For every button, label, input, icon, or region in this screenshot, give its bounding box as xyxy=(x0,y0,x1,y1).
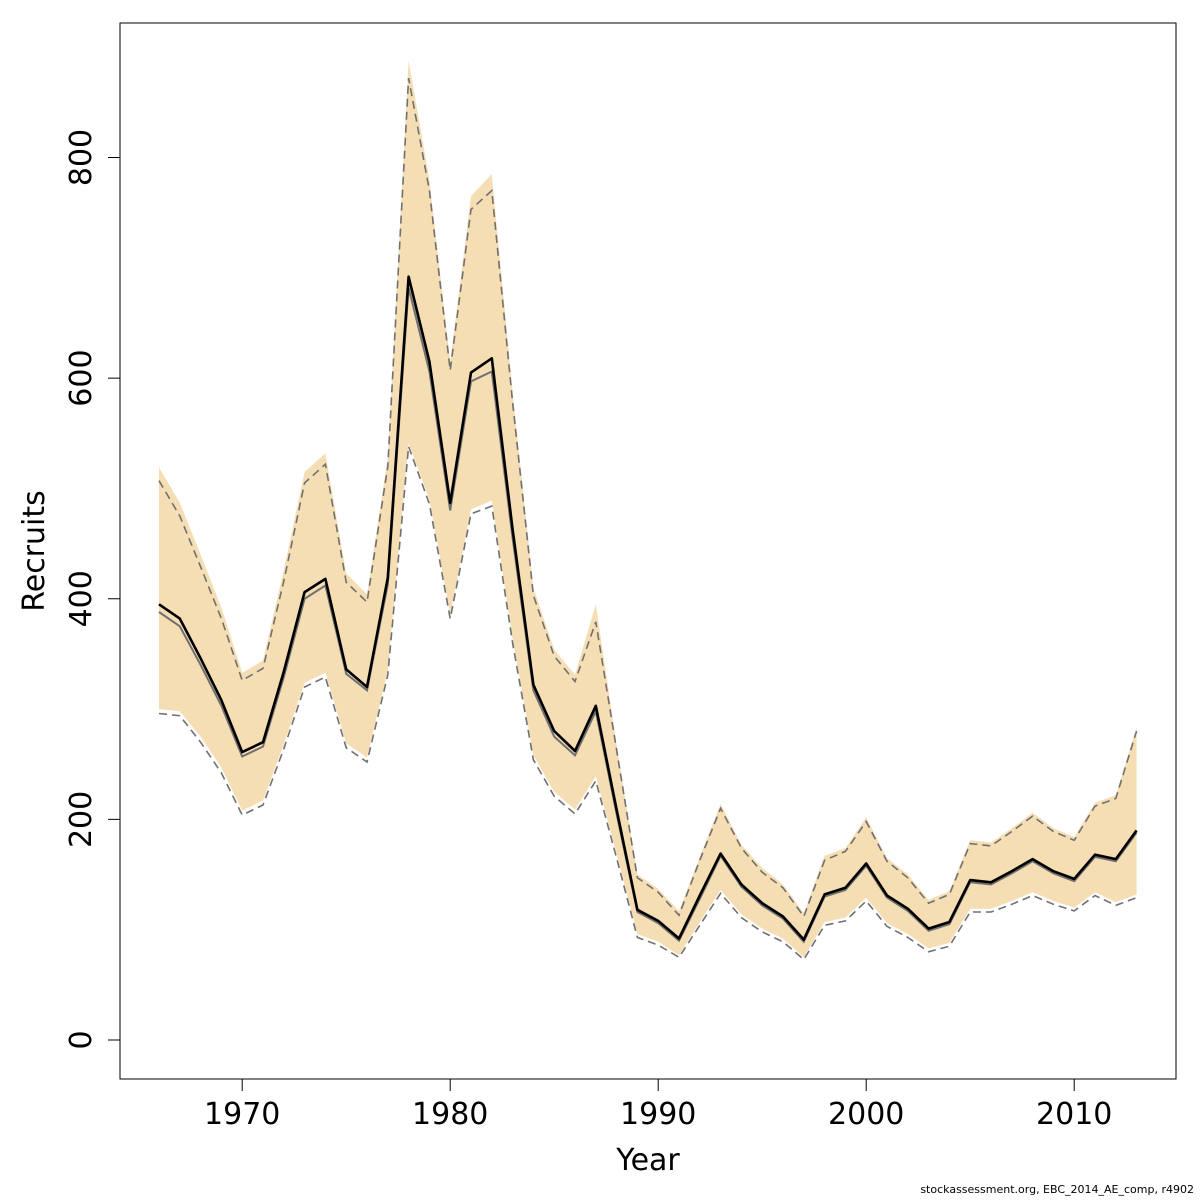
plot-area xyxy=(158,60,1138,961)
median-line xyxy=(158,275,1138,941)
y-axis: 0 200 400 600 800 xyxy=(64,129,120,1050)
y-axis-title: Recruits xyxy=(17,490,52,612)
y-tick-label: 600 xyxy=(64,349,99,406)
y-tick-label: 0 xyxy=(64,1030,99,1049)
x-tick-label: 1990 xyxy=(620,1097,696,1132)
x-tick-label: 1970 xyxy=(204,1097,280,1132)
confidence-band xyxy=(159,60,1137,958)
footnote: stockassessment.org, EBC_2014_AE_comp, r… xyxy=(920,1183,1194,1196)
upper-bound-line xyxy=(158,77,1138,919)
y-tick-label: 400 xyxy=(64,570,99,627)
mean-line xyxy=(158,287,1138,944)
x-tick-label: 1980 xyxy=(412,1097,488,1132)
x-axis-title: Year xyxy=(615,1143,680,1178)
y-tick-label: 800 xyxy=(64,129,99,186)
x-tick-label: 2010 xyxy=(1036,1097,1112,1132)
y-tick-label: 200 xyxy=(64,791,99,848)
plot-frame xyxy=(119,22,1177,1080)
x-axis: 1970 1980 1990 2000 2010 xyxy=(204,1079,1112,1132)
lower-bound-line xyxy=(158,446,1137,961)
x-tick-label: 2000 xyxy=(828,1097,904,1132)
